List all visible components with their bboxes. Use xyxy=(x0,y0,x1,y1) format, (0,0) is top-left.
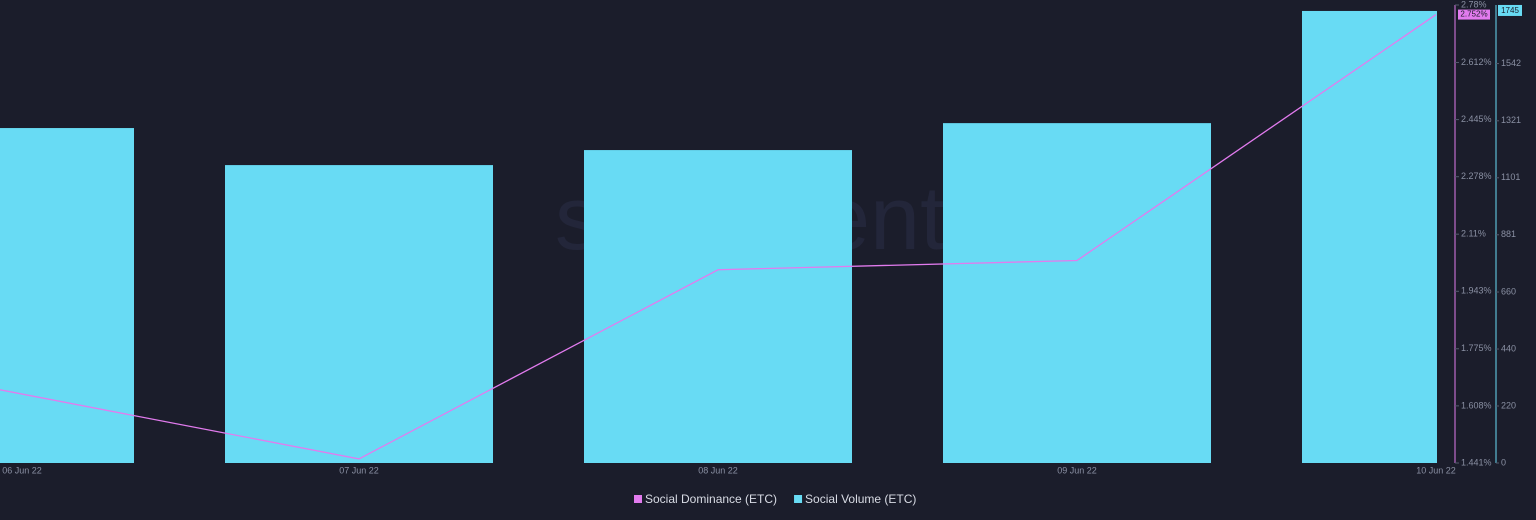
line xyxy=(0,14,1437,460)
y2-tick-label: 440 xyxy=(1501,343,1516,353)
bar xyxy=(943,123,1211,463)
legend-label: Social Dominance (ETC) xyxy=(645,492,777,506)
value-badge xyxy=(1458,9,1490,20)
y2-tick-label: 1542 xyxy=(1501,58,1521,68)
value-label: 1745 xyxy=(1501,6,1519,15)
y-tick-label: 1.775% xyxy=(1461,343,1492,353)
x-tick-label: 07 Jun 22 xyxy=(339,465,379,475)
x-tick-label: 08 Jun 22 xyxy=(698,465,738,475)
bar xyxy=(0,128,134,463)
y-tick-label: 2.612% xyxy=(1461,57,1492,67)
y2-tick-label: 881 xyxy=(1501,229,1516,239)
y-tick-label: 1.608% xyxy=(1461,400,1492,410)
y2-tick-label: 660 xyxy=(1501,286,1516,296)
y-tick-label: 2.278% xyxy=(1461,171,1492,181)
y-tick-label: 2.11% xyxy=(1461,229,1486,239)
bar xyxy=(1302,10,1437,464)
bar xyxy=(584,150,852,463)
value-label: 2.752% xyxy=(1460,10,1487,19)
y2-tick-label: 220 xyxy=(1501,400,1516,410)
y-tick-label: 1.441% xyxy=(1461,457,1492,467)
y2-tick-label: 1101 xyxy=(1501,172,1520,182)
legend-swatch xyxy=(634,495,642,503)
y-tick-label: 2.445% xyxy=(1461,114,1492,124)
legend-swatch xyxy=(794,495,803,503)
value-badge xyxy=(1498,4,1522,16)
x-tick-label: 06 Jun 22 xyxy=(2,465,42,475)
x-tick-label: 09 Jun 22 xyxy=(1057,465,1097,475)
bar xyxy=(225,165,493,463)
x-tick-label: 10 Jun 22 xyxy=(1416,465,1456,475)
plot-area xyxy=(0,10,1437,464)
y-tick-label: 1.943% xyxy=(1461,286,1492,296)
legend-label: Social Volume (ETC) xyxy=(805,492,916,506)
y-tick-label: 2.78% xyxy=(1461,0,1487,9)
y2-tick-label: 1321 xyxy=(1501,115,1521,125)
y2-tick-label: 0 xyxy=(1501,457,1506,467)
